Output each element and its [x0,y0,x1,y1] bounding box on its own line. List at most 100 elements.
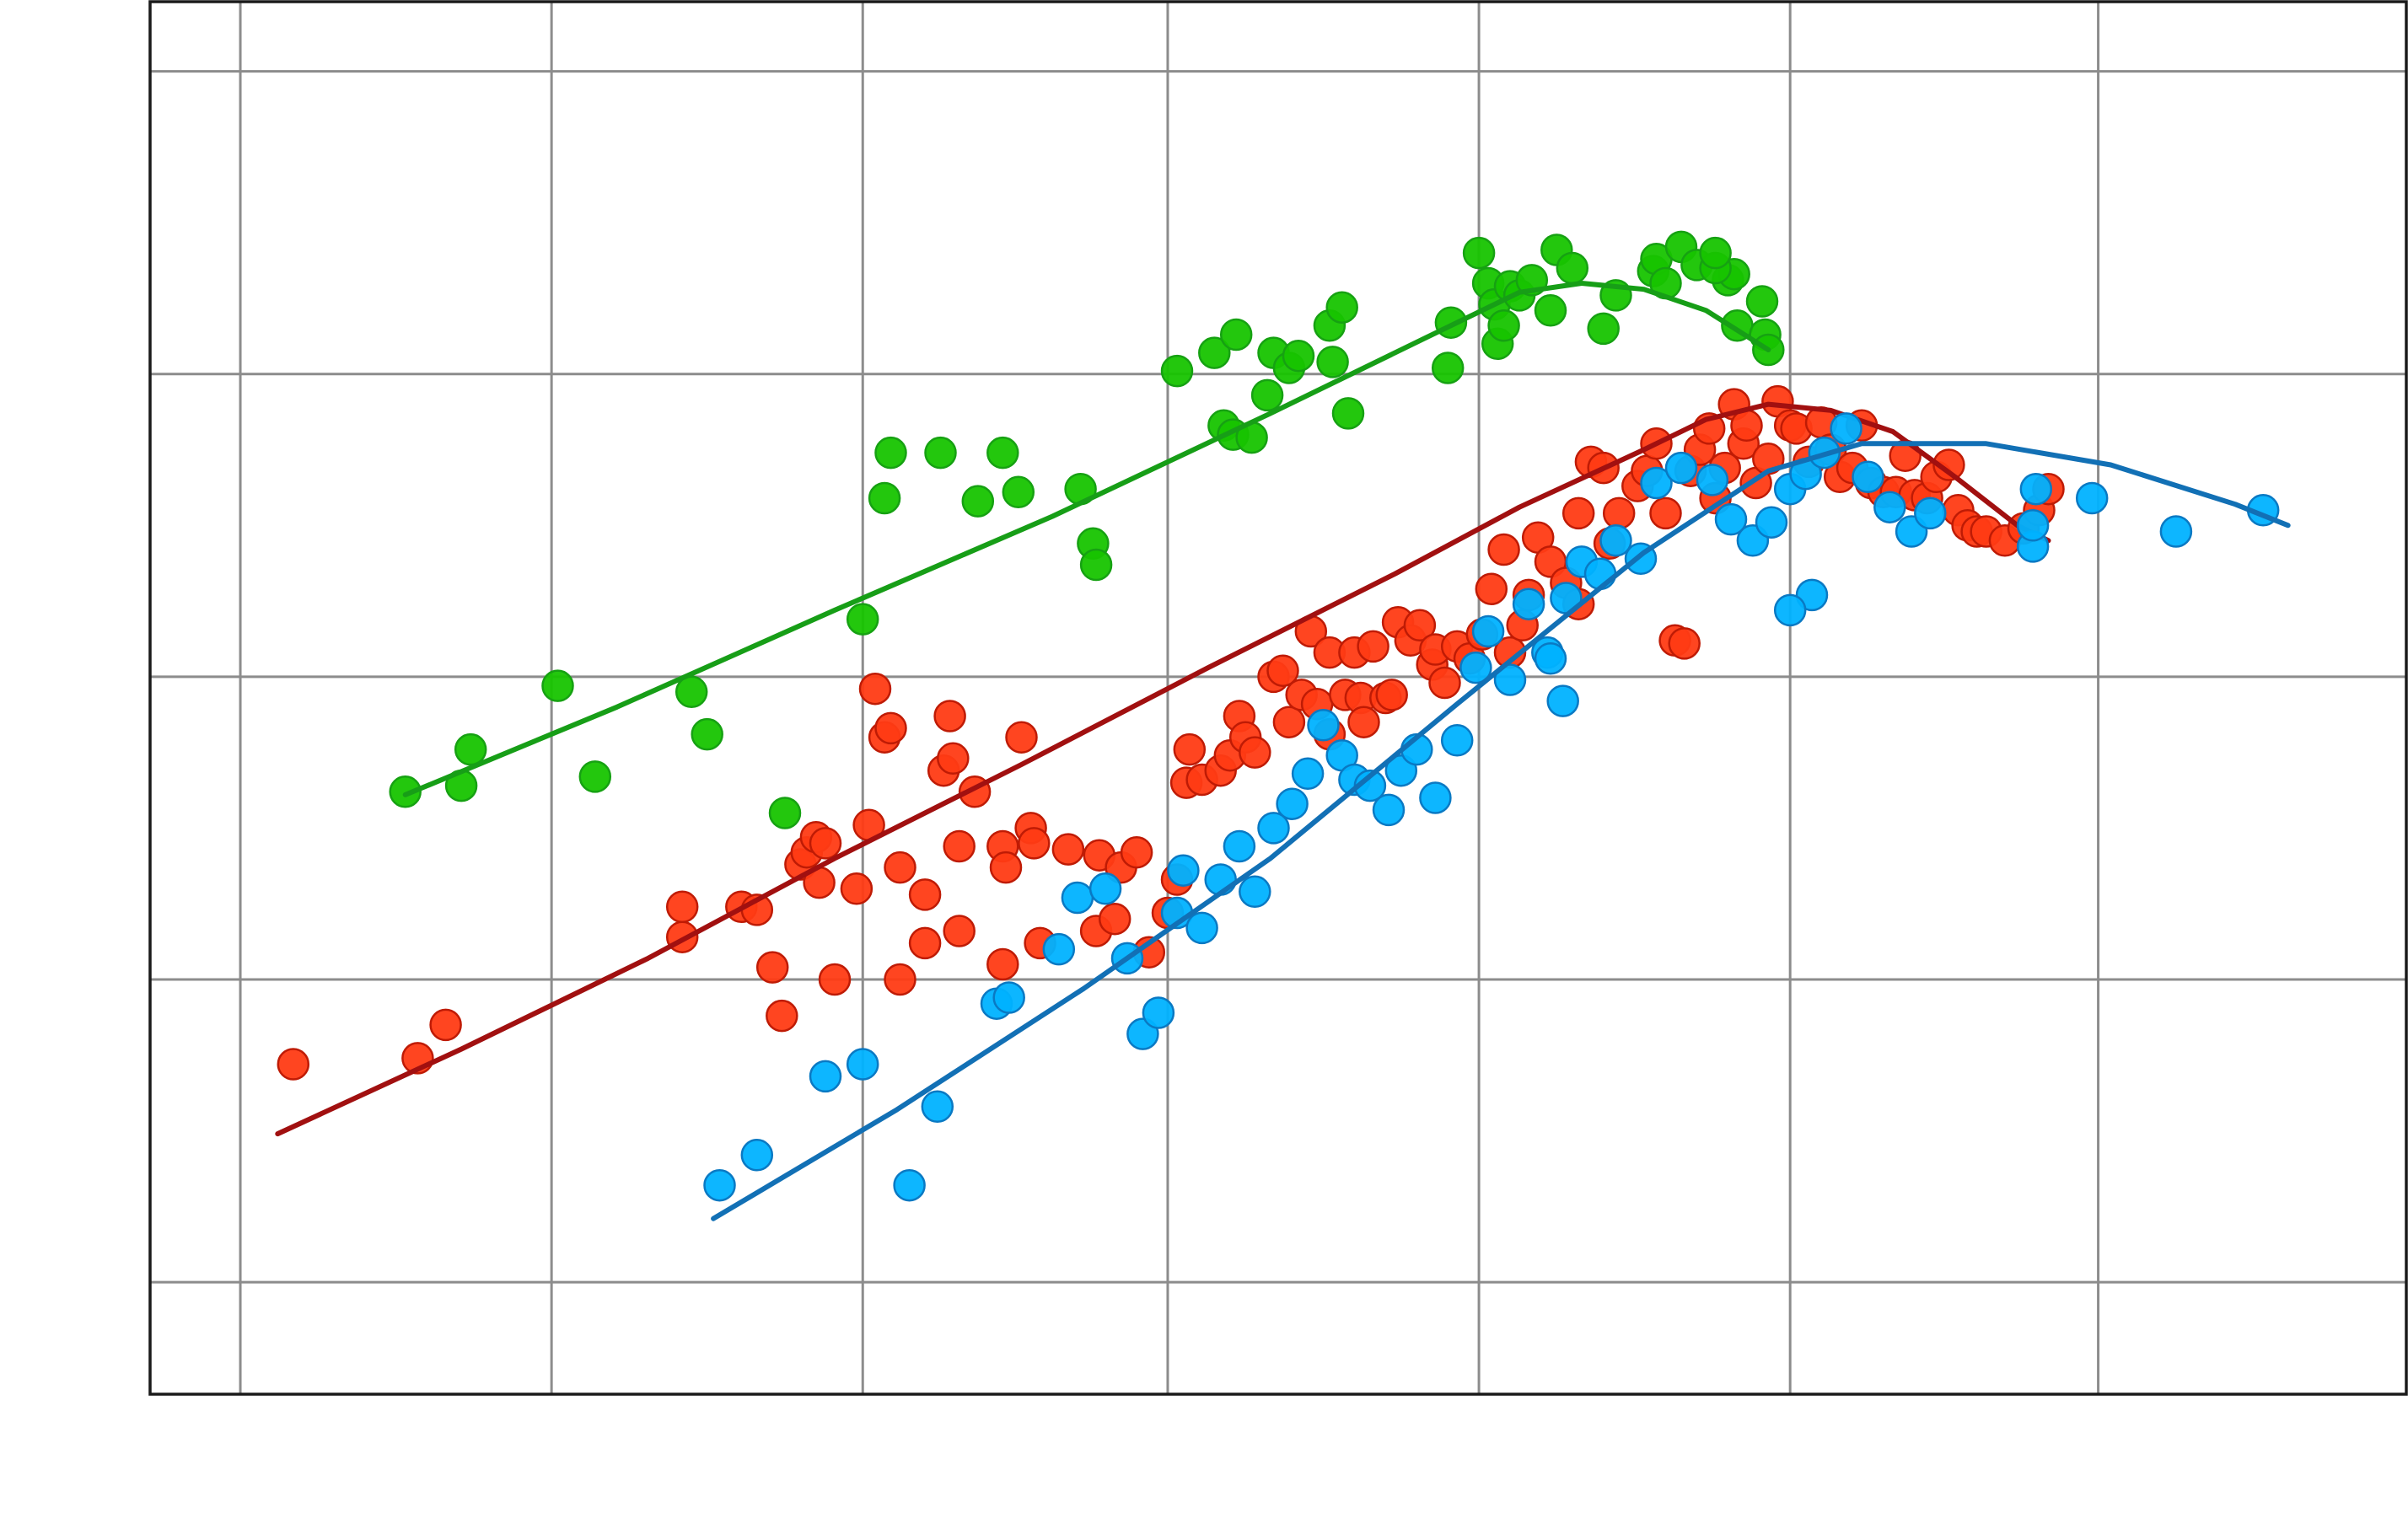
series-1-point-91 [1602,496,1636,530]
series-2-point-23 [1307,709,1340,742]
series-1-point-105 [1730,409,1763,443]
series-1-point-15 [840,872,873,905]
series-2-point-22 [1291,757,1325,791]
series-1-point-13 [809,827,842,860]
series-2-point-18 [1223,829,1256,863]
series-0-point-59 [1462,236,1496,270]
plot-frame [148,0,2408,1396]
series-2-point-0 [703,1168,736,1202]
series-0-point-32 [1431,351,1465,384]
series-1-point-40 [1098,902,1131,936]
series-0-point-18 [1160,354,1194,388]
series-0-point-10 [874,436,907,470]
series-1-point-47 [1173,732,1207,766]
series-0-point-37 [1487,309,1520,342]
series-2-point-27 [1372,793,1406,827]
series-1-point-53 [1239,736,1271,769]
series-1-point-42 [1120,835,1153,869]
series-2-point-65 [1546,684,1579,717]
series-2-point-2 [809,1060,842,1093]
grid-lines [150,2,2406,1394]
series-0-point-30 [1325,291,1358,324]
series-0-point-55 [1745,285,1779,318]
series-1-point-124 [1932,448,1965,481]
series-2-trend-line [711,441,2291,1221]
series-2-point-42 [1640,466,1673,500]
series-1-point-23 [908,878,942,911]
series-2-point-10 [1088,872,1122,905]
series-0-point-11 [924,436,957,470]
series-2-point-5 [921,1090,954,1124]
series-1-point-95 [1649,496,1682,530]
series-0-point-3 [541,669,574,702]
series-0-point-58 [1699,236,1732,270]
series-0-point-13 [986,436,1019,470]
series-1-point-66 [1357,630,1389,663]
series-1-point-17 [858,672,892,706]
series-2-point-3 [846,1048,879,1081]
series-2-point-61 [2016,509,2050,542]
series-2-point-55 [1914,496,1947,530]
series-1-point-32 [989,851,1023,884]
series-2-point-51 [1830,412,1862,445]
series-2-point-4 [893,1168,926,1202]
series-2-point-13 [1142,996,1175,1029]
series-1-point-0 [277,1048,310,1081]
series-0-point-9 [868,481,901,515]
series-2 [703,412,2291,1221]
series-1-point-22 [908,926,942,960]
series-1-point-65 [1347,706,1380,738]
series-2-point-39 [1583,557,1617,591]
series-2-point-45 [1714,502,1748,536]
series-0-point-0 [389,775,422,808]
series-2-point-58 [2075,481,2109,515]
series-0-trend-line [402,281,1771,797]
series-0-point-6 [691,717,723,751]
series-0-point-17 [1079,548,1113,582]
series-2-point-63 [1773,593,1807,627]
series-1-point-68 [1375,679,1408,711]
series-0-point-4 [578,760,612,793]
series-2-point-53 [1873,491,1906,523]
series-1-point-79 [1487,533,1520,566]
series-0-point-14 [1002,475,1035,509]
series-1-point-97 [1668,627,1701,660]
series-2-point-33 [1471,614,1505,648]
series-0-point-2 [454,732,487,766]
series-1-point-2 [429,1008,462,1042]
series-0-point-5 [675,675,708,709]
series-0-point-27 [1282,339,1315,373]
series-0 [389,230,1785,829]
series-1-point-35 [1018,827,1051,860]
series-1-trend-line [275,401,2051,1137]
series-2-point-59 [2159,515,2193,548]
series-1-point-78 [1475,572,1508,605]
series-1-point-74 [1428,666,1461,700]
series-2-point-31 [1440,724,1474,757]
series-1-point-14 [818,963,852,996]
series-1-point-37 [1051,833,1085,866]
series-1 [275,384,2065,1137]
series-1-point-27 [943,829,976,863]
series-2-point-30 [1419,781,1452,814]
series-2-point-57 [2019,472,2053,506]
series-2-point-16 [1185,911,1218,945]
series-0-point-41 [1534,294,1567,327]
series-0-point-44 [1587,312,1620,346]
series-2-point-19 [1239,875,1271,909]
series-2-point-32 [1459,651,1492,684]
series-1-point-55 [1266,654,1299,687]
series-1-point-71 [1403,609,1437,642]
series-2-point-7 [992,981,1025,1014]
series-2-point-52 [1852,460,1884,494]
series-0-point-31 [1331,397,1365,430]
series-1-point-28 [943,915,976,947]
series-0-point-12 [961,485,995,518]
series-2-point-21 [1276,787,1309,820]
series-2-point-9 [1061,881,1094,915]
series-2-point-40 [1599,524,1632,557]
series-2-point-64 [1534,642,1567,675]
series-layer [275,230,2291,1221]
